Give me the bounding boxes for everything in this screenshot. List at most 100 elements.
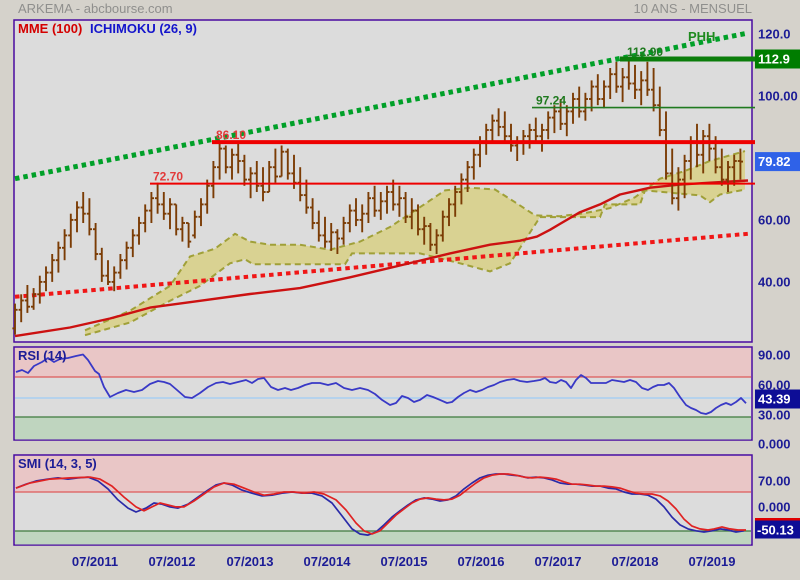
phh-label: PHH — [688, 29, 715, 44]
x-axis-tick: 07/2018 — [612, 554, 659, 569]
x-axis-tick: 07/2013 — [227, 554, 274, 569]
price-bar — [272, 148, 278, 183]
x-axis-labels: 07/2011 07/2012 07/2013 07/2014 07/2015 07/20… — [72, 554, 736, 569]
smi-label: SMI (14, 3, 5) — [18, 456, 97, 471]
price-bar — [62, 229, 68, 261]
price-bar — [186, 222, 192, 248]
price-bar — [198, 198, 204, 227]
rsi-axis-tick: 0.000 — [758, 437, 791, 452]
y-axis-tick: 40.00 — [758, 275, 791, 290]
price-bar — [632, 64, 638, 99]
price-bar — [601, 80, 607, 109]
legend-ichimoku: ICHIMOKU (26, 9) — [90, 21, 197, 36]
price-bar — [465, 161, 471, 192]
price-bar — [49, 254, 55, 282]
price-bar — [210, 161, 216, 199]
rsi-oversold-zone — [15, 417, 751, 440]
level-label: 72.70 — [153, 170, 183, 184]
smi-value-badge — [755, 520, 800, 539]
price-bar — [365, 192, 371, 223]
price-bar — [93, 223, 99, 261]
price-bar — [489, 114, 495, 143]
price-bar — [675, 167, 681, 211]
price-bar — [229, 148, 235, 180]
price-bar — [576, 86, 582, 118]
price-bar — [502, 111, 508, 143]
price-bar — [613, 61, 619, 93]
main-y-axis-labels: 120.0 100.00 60.00 40.00 — [758, 27, 798, 290]
price-bar — [415, 204, 421, 236]
main-price-badges: 112.9 79.82 — [755, 49, 800, 172]
smi-axis-tick: 70.00 — [758, 474, 791, 489]
price-bar — [644, 61, 650, 96]
smi-axis-tick: 0.000 — [758, 500, 791, 515]
price-bar — [55, 241, 61, 273]
price-bar — [310, 198, 316, 230]
price-bar — [700, 130, 706, 174]
x-axis-tick: 07/2012 — [149, 554, 196, 569]
price-bar — [316, 210, 322, 242]
price-bar — [558, 99, 564, 130]
price-bar — [31, 288, 37, 310]
x-axis-tick: 07/2019 — [689, 554, 736, 569]
smi-lines — [15, 473, 746, 536]
y-axis-tick: 120.0 — [758, 27, 791, 42]
price-bar — [471, 148, 477, 180]
timeframe-label: 10 ANS - MENSUEL — [634, 1, 753, 16]
price-bar — [589, 80, 595, 112]
price-bar — [682, 154, 688, 199]
price-bar — [731, 154, 737, 186]
rsi-axis-tick: 30.00 — [758, 408, 791, 423]
price-bar — [111, 266, 117, 292]
price-bar — [390, 179, 396, 211]
smi-overbought-zone — [15, 456, 751, 492]
price-bar — [434, 229, 440, 254]
level-label: 86.10 — [216, 128, 246, 142]
price-bar — [99, 247, 105, 282]
smi-value-badge-text: -50.13 — [757, 523, 794, 538]
price-bar — [719, 148, 725, 186]
price-bar — [582, 92, 588, 121]
price-bar — [403, 192, 409, 223]
price-bar — [217, 142, 223, 180]
price-bar — [68, 213, 74, 248]
price-bar — [353, 198, 359, 227]
rsi-value-badge — [755, 389, 800, 409]
price-badge — [755, 152, 800, 172]
price-bar — [117, 254, 123, 279]
price-bar — [452, 185, 458, 217]
price-bar — [359, 204, 365, 233]
smi-badge-stripe — [755, 518, 800, 521]
rsi-line — [15, 353, 747, 415]
price-bar — [564, 105, 570, 137]
price-bar — [74, 201, 80, 233]
price-bar — [657, 86, 663, 137]
price-bar — [279, 145, 285, 178]
price-bar — [384, 185, 390, 214]
price-bar — [595, 74, 601, 106]
price-bar — [322, 216, 328, 248]
price-badge — [755, 49, 800, 69]
smi-oversold-zone — [15, 531, 751, 545]
price-bar — [651, 68, 657, 112]
price-bar — [620, 68, 626, 103]
price-bar — [446, 198, 452, 227]
chart-title: ARKEMA - abcbourse.com — [18, 1, 173, 16]
price-bar — [148, 192, 154, 223]
mme-100-line — [14, 179, 749, 338]
price-bar — [347, 204, 353, 233]
price-bar — [409, 198, 415, 230]
rsi-axis-tick: 60.00 — [758, 378, 791, 393]
price-bar — [303, 179, 309, 214]
x-axis-tick: 07/2011 — [72, 554, 118, 569]
y-axis-tick: 100.00 — [758, 89, 798, 104]
price-bar — [551, 105, 557, 134]
price-bar — [638, 71, 644, 106]
price-bar — [663, 111, 669, 180]
legend-mme: MME (100) — [18, 21, 82, 36]
y-axis-tick: 60.00 — [758, 213, 791, 228]
price-bar — [167, 198, 173, 230]
rsi-axis-tick: 90.00 — [758, 348, 791, 363]
price-bar — [204, 179, 210, 214]
smi-y-axis-labels: 70.00 0.000 -50.13 — [755, 474, 800, 539]
